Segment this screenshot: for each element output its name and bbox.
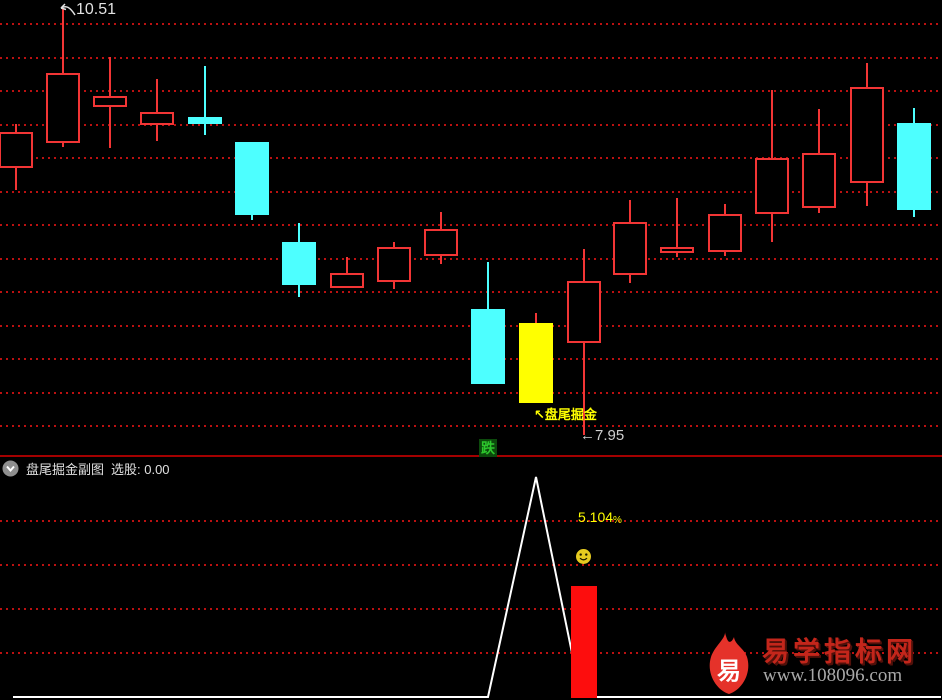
annotation-arrow-icon [60,3,76,16]
grid-line [0,291,942,293]
grid-line [0,608,942,610]
site-url: www.108096.com [763,665,903,686]
grid-line [0,257,942,260]
candle-body-up [613,222,647,275]
high-price-annotation: 10.51 [58,1,116,19]
high-price-label: 10.51 [76,1,117,18]
main-price-chart[interactable]: 10.51 ↖盘尾掘金 ←7.95 [0,0,942,455]
candle-body-down [897,123,931,210]
grid-line [0,425,942,427]
candle-wick [156,79,158,141]
candle-body-up [567,281,601,343]
candle-body-up [850,87,884,183]
candle-body-down [235,142,269,215]
grid-line [0,190,942,193]
indicator-value-label: 5.104% [578,509,622,526]
indicator-header: 盘尾掘金副图 选股: 0.00 [2,459,170,478]
indicator-title[interactable]: 盘尾掘金副图 [26,462,105,477]
grid-line [0,391,942,394]
candle-body-down [471,309,505,384]
grid-line [0,123,942,126]
flame-logo-icon: 易 [709,631,749,694]
indicator-value-unit: % [613,515,622,526]
candle-body-up [660,247,694,253]
candle-body-up [802,153,836,208]
grid-line [0,564,942,566]
candle-body-up [755,158,789,214]
candle-body-down [282,242,316,285]
site-name: 易学指标网 [762,637,917,667]
signal-annotation: ↖盘尾掘金 [534,407,597,422]
candle-body-up [93,96,127,107]
grid-line [0,520,942,522]
candle-body-down [188,117,222,124]
grid-line [0,157,942,159]
indicator-selector-value: 选股: 0.00 [111,462,170,477]
low-price-annotation: ←7.95 [580,427,625,444]
candle-body-up [140,112,174,125]
candle-body-signal [519,323,553,403]
grid-line [0,224,942,226]
candle-body-up [330,273,364,288]
grid-line [0,652,942,654]
flame-char: 易 [717,658,741,685]
candle-body-up [0,132,33,168]
grid-line [0,90,942,92]
grid-line [0,23,942,25]
panel-divider[interactable] [0,455,942,457]
indicator-sub-chart[interactable]: 盘尾掘金副图 选股: 0.00 5.104% [0,457,942,700]
site-watermark: 易 易学指标网 www.108096.com [700,626,942,698]
candle-body-up [377,247,411,282]
grid-line [0,56,942,59]
candle-wick [346,257,348,288]
candle-wick [676,198,678,257]
candle-wick [204,66,206,135]
candle-body-up [46,73,80,143]
candle-body-up [424,229,458,256]
indicator-bar [571,586,597,698]
indicator-value-number: 5.104 [578,509,614,525]
down-status-badge: 跌 [479,439,497,457]
smiley-face-icon [576,549,591,564]
candle-body-up [708,214,742,252]
chevron-down-circle-icon[interactable] [2,460,19,477]
indicator-line [13,476,941,698]
